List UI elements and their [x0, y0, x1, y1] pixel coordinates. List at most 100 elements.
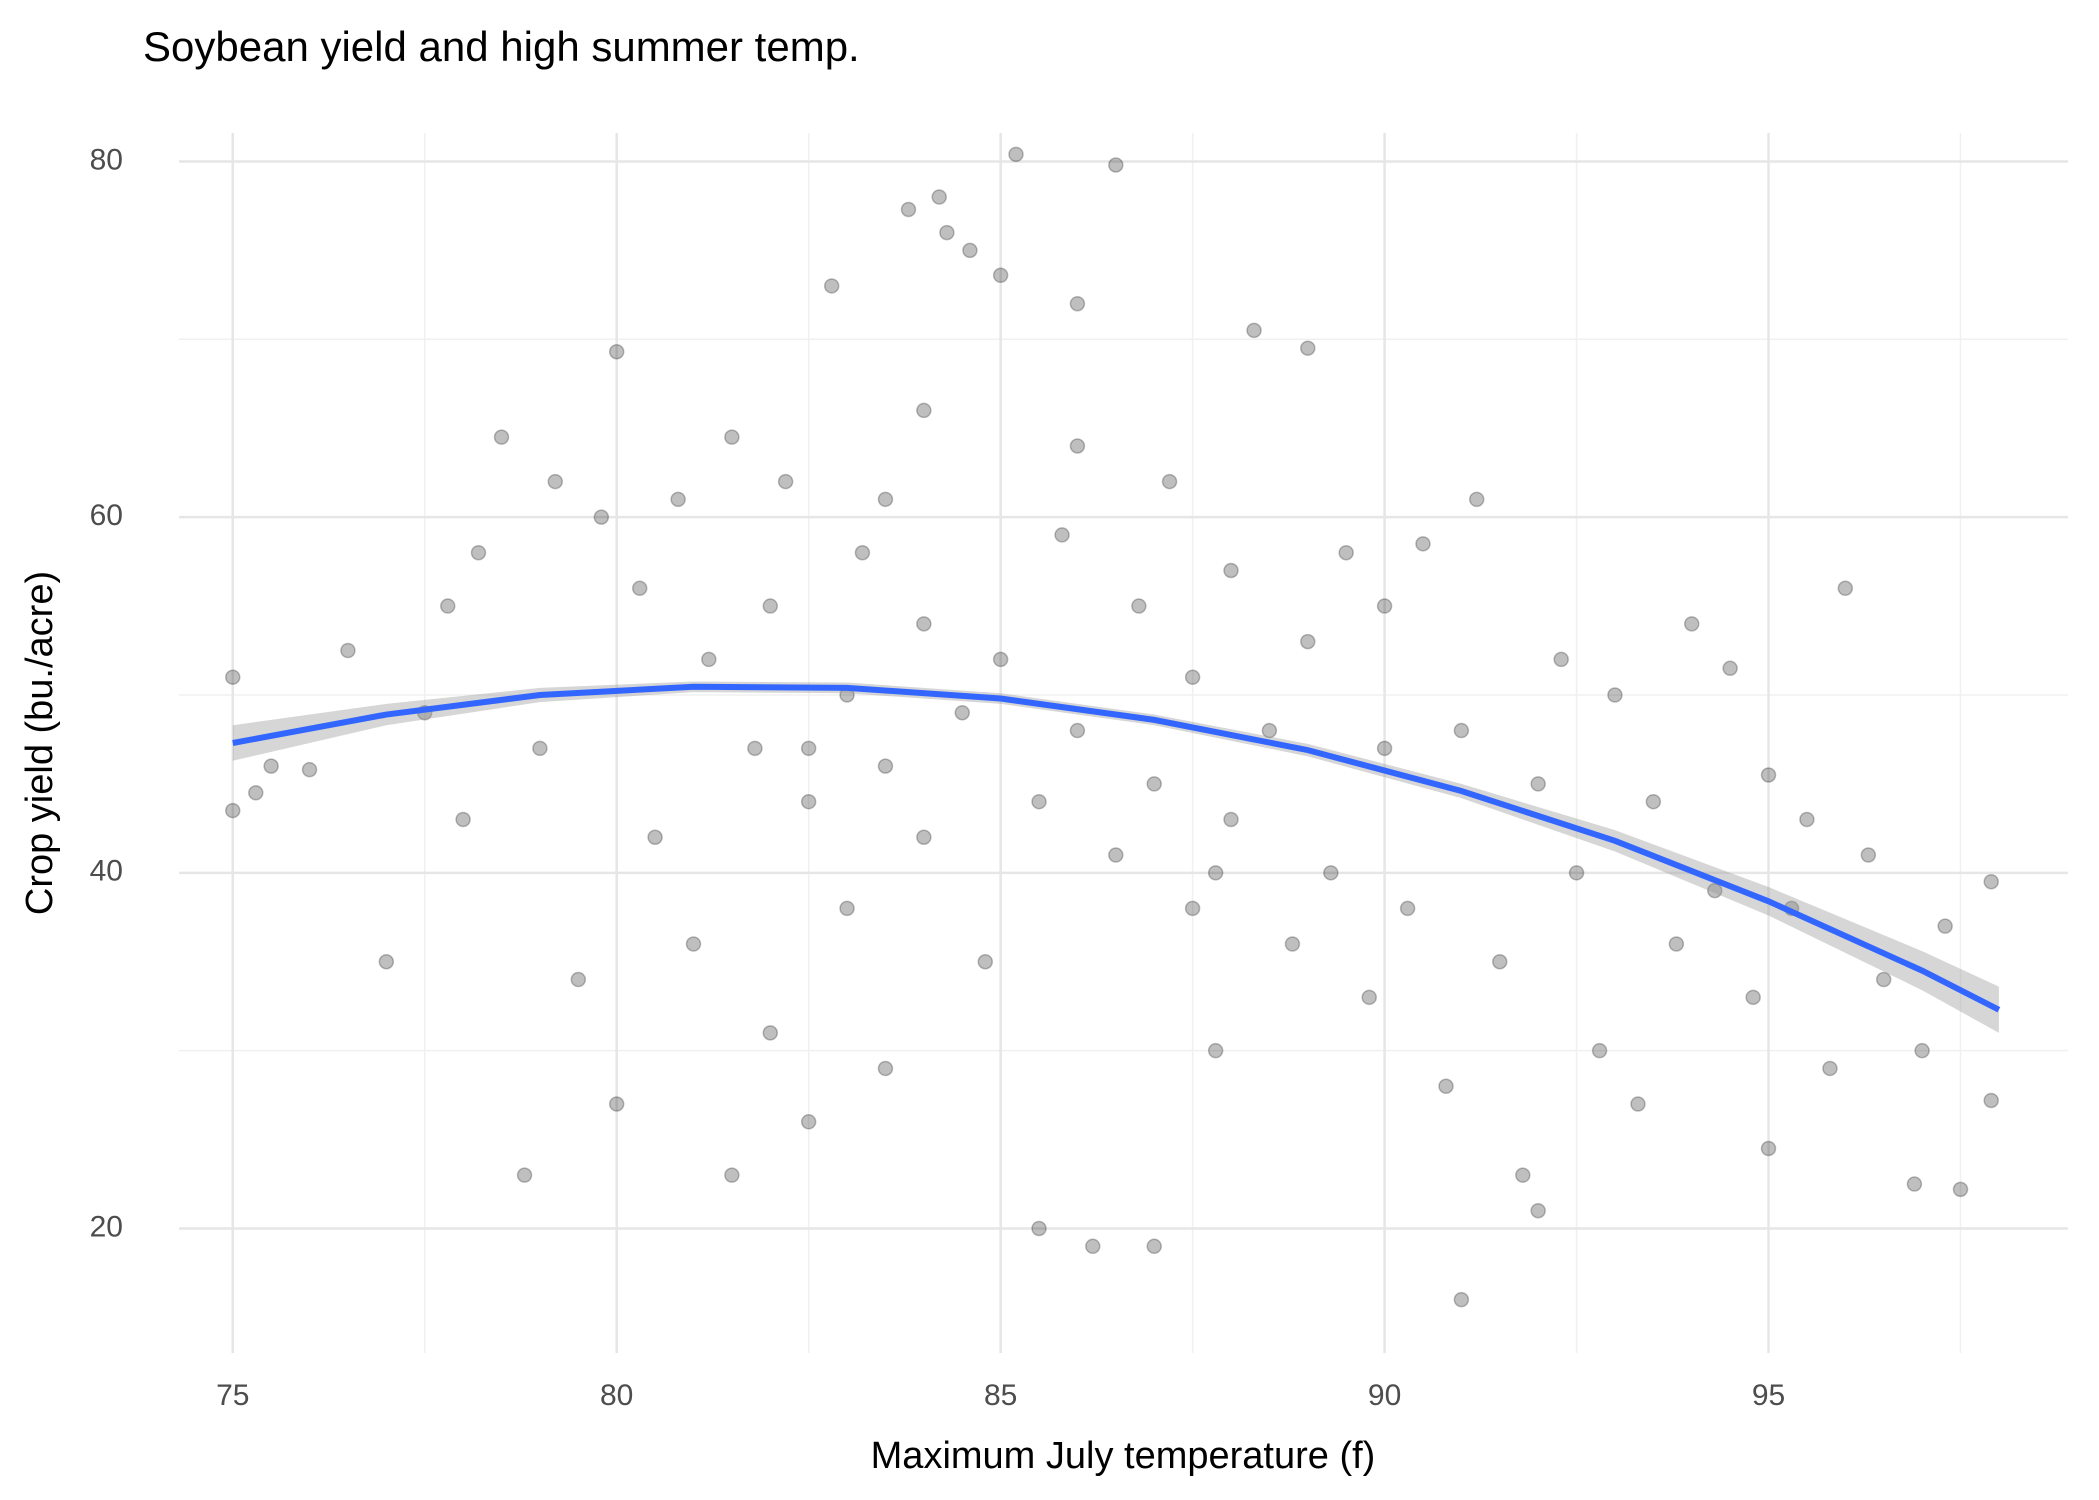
confidence-band [232, 681, 1999, 1033]
point [1008, 146, 1024, 163]
smooth-line [232, 683, 2001, 1013]
point [1683, 616, 1700, 632]
point [340, 642, 356, 659]
y-tick-label: 20 [90, 1210, 123, 1243]
point [516, 1167, 533, 1183]
point [608, 1096, 625, 1112]
point [1530, 776, 1546, 792]
point [455, 811, 471, 828]
plot-area [225, 146, 2001, 1308]
x-tick-label: 90 [1368, 1379, 1401, 1412]
point [1607, 687, 1623, 703]
point [1553, 651, 1569, 668]
x-tick-label: 95 [1752, 1379, 1785, 1412]
point [939, 224, 955, 241]
point [916, 402, 932, 419]
point [1952, 1181, 1969, 1198]
point [1630, 1096, 1646, 1112]
point [854, 544, 871, 561]
point [1645, 793, 1662, 810]
point [1760, 1140, 1777, 1157]
point [1453, 722, 1470, 739]
point [1223, 562, 1239, 579]
point [608, 343, 625, 360]
point [1860, 847, 1877, 863]
point [762, 1025, 779, 1041]
point [1376, 598, 1393, 614]
point [992, 267, 1009, 284]
point [1983, 1092, 1999, 1109]
point [1069, 722, 1086, 739]
x-tick-label: 75 [216, 1379, 249, 1412]
point [877, 491, 894, 508]
point [724, 429, 740, 445]
point [724, 1167, 740, 1183]
point [800, 1114, 817, 1130]
point [1983, 873, 1999, 890]
point [225, 669, 241, 685]
point [593, 509, 610, 525]
point [1568, 865, 1585, 881]
point [301, 761, 318, 778]
y-tick-label: 80 [90, 143, 123, 176]
point [839, 900, 855, 917]
point [701, 651, 717, 668]
point [1515, 1167, 1531, 1183]
point [685, 936, 702, 952]
point [800, 793, 817, 810]
point [1323, 865, 1339, 881]
point [1722, 660, 1738, 677]
y-tick-label: 60 [90, 499, 123, 532]
point [378, 953, 395, 970]
point [570, 971, 587, 988]
point [1069, 295, 1086, 312]
point [1184, 669, 1201, 685]
point [900, 201, 917, 218]
point [1906, 1176, 1923, 1192]
point [1300, 340, 1316, 356]
y-axis-label: Crop yield (bu./acre) [19, 571, 61, 915]
x-axis-label: Maximum July temperature (f) [871, 1435, 1376, 1477]
point [1054, 527, 1070, 543]
point [470, 544, 487, 561]
point [547, 473, 564, 490]
point [1591, 1042, 1608, 1059]
point [1300, 633, 1316, 650]
point [670, 491, 686, 508]
point [1085, 1238, 1101, 1255]
grid: 75 80 85 90 95 20 40 60 80 [90, 133, 2068, 1412]
point [532, 740, 548, 757]
point [440, 598, 456, 614]
point [1799, 811, 1815, 828]
point [1399, 900, 1416, 917]
point [1376, 740, 1393, 757]
point [1131, 598, 1147, 614]
point [1161, 473, 1178, 490]
point [493, 429, 510, 445]
point [1822, 1060, 1838, 1077]
point [1069, 438, 1086, 454]
point [248, 785, 264, 801]
point [877, 1060, 894, 1077]
point [1284, 936, 1301, 952]
point [916, 616, 932, 632]
point [1108, 847, 1124, 863]
point [962, 242, 978, 259]
point [1338, 544, 1354, 561]
point [916, 829, 932, 846]
point [1492, 953, 1508, 970]
point [1707, 882, 1723, 899]
point [1207, 1042, 1224, 1059]
x-tick-label: 80 [600, 1379, 633, 1412]
point [1745, 989, 1761, 1006]
point [1031, 793, 1047, 810]
point [1453, 1291, 1470, 1308]
point [1031, 1220, 1047, 1237]
point [1914, 1042, 1930, 1059]
point [1146, 1238, 1162, 1255]
point [1837, 580, 1854, 597]
point [1937, 918, 1953, 934]
point [777, 473, 794, 490]
point [954, 705, 970, 721]
